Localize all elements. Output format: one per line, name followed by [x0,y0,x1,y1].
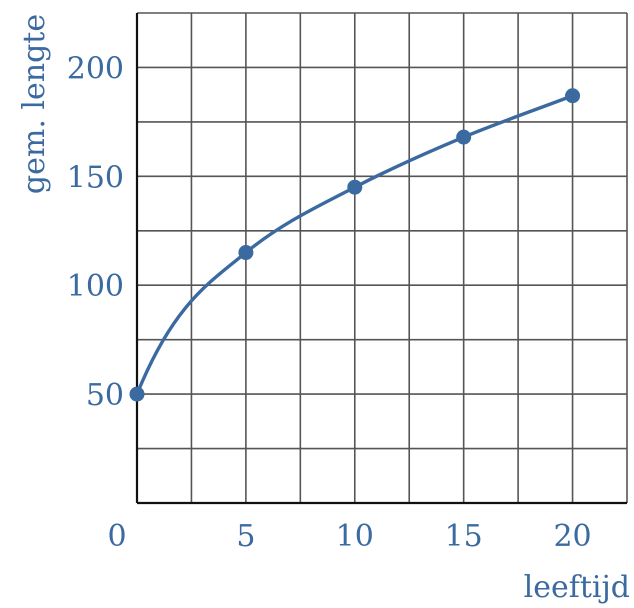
x-tick-label-0: 0 [107,519,126,554]
y-tick-label-200: 200 [67,51,124,86]
x-tick-labels: 0 5 10 15 20 [107,519,591,554]
data-point-15 [456,129,472,145]
data-point-5 [238,245,254,261]
y-tick-labels: 50 100 150 200 [67,51,124,413]
x-tick-label-20: 20 [553,519,591,554]
grid [137,12,628,503]
data-point-0 [129,386,145,402]
x-tick-label-10: 10 [336,519,374,554]
data-points [129,88,581,402]
x-tick-label-15: 15 [445,519,483,554]
y-tick-label-50: 50 [86,378,124,413]
series-line [135,94,574,395]
data-point-10 [347,179,363,195]
data-point-20 [565,88,581,104]
y-axis-label: gem. lengte [17,14,52,194]
y-tick-label-150: 150 [67,160,124,195]
x-tick-label-5: 5 [236,519,255,554]
x-axis-label: leeftijd [524,570,630,605]
y-tick-label-100: 100 [67,269,124,304]
